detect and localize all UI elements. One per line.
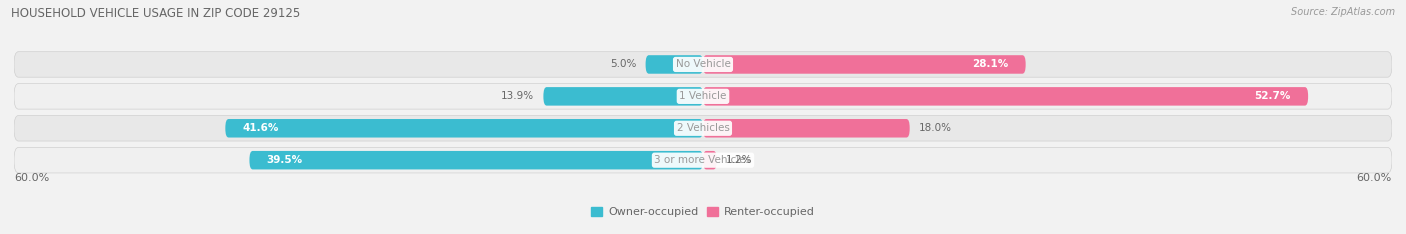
FancyBboxPatch shape — [14, 84, 1392, 109]
Text: 13.9%: 13.9% — [501, 91, 534, 101]
FancyBboxPatch shape — [645, 55, 703, 74]
Text: 28.1%: 28.1% — [972, 59, 1008, 69]
Text: Source: ZipAtlas.com: Source: ZipAtlas.com — [1291, 7, 1395, 17]
FancyBboxPatch shape — [703, 119, 910, 138]
FancyBboxPatch shape — [225, 119, 703, 138]
Text: 3 or more Vehicles: 3 or more Vehicles — [654, 155, 752, 165]
Text: 5.0%: 5.0% — [610, 59, 637, 69]
FancyBboxPatch shape — [14, 116, 1392, 141]
FancyBboxPatch shape — [14, 147, 1392, 173]
Text: 52.7%: 52.7% — [1254, 91, 1291, 101]
FancyBboxPatch shape — [703, 151, 717, 169]
FancyBboxPatch shape — [14, 52, 1392, 77]
FancyBboxPatch shape — [249, 151, 703, 169]
Text: 1.2%: 1.2% — [725, 155, 752, 165]
Text: 18.0%: 18.0% — [920, 123, 952, 133]
Text: 1 Vehicle: 1 Vehicle — [679, 91, 727, 101]
Text: No Vehicle: No Vehicle — [675, 59, 731, 69]
Text: HOUSEHOLD VEHICLE USAGE IN ZIP CODE 29125: HOUSEHOLD VEHICLE USAGE IN ZIP CODE 2912… — [11, 7, 301, 20]
Legend: Owner-occupied, Renter-occupied: Owner-occupied, Renter-occupied — [586, 203, 820, 222]
Text: 39.5%: 39.5% — [267, 155, 302, 165]
FancyBboxPatch shape — [543, 87, 703, 106]
FancyBboxPatch shape — [703, 55, 1025, 74]
FancyBboxPatch shape — [703, 87, 1308, 106]
Text: 60.0%: 60.0% — [1357, 173, 1392, 183]
Text: 41.6%: 41.6% — [243, 123, 278, 133]
Text: 2 Vehicles: 2 Vehicles — [676, 123, 730, 133]
Text: 60.0%: 60.0% — [14, 173, 49, 183]
